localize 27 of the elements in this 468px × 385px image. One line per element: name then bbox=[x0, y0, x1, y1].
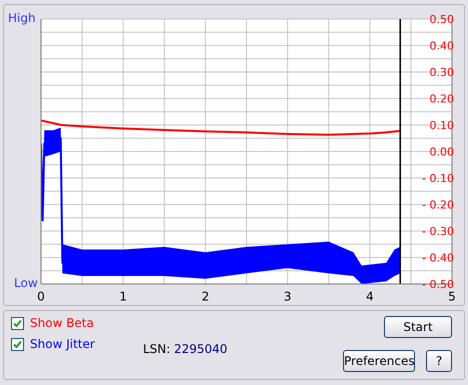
y-tick-label: 0.30 bbox=[430, 66, 454, 79]
y-tick-label: - 0.10 bbox=[422, 172, 454, 185]
y-tick-label: - 0.30 bbox=[422, 225, 454, 238]
y-tick-label: 0.20 bbox=[430, 92, 454, 106]
x-tick-label: 0 bbox=[37, 290, 45, 304]
x-tick-label: 4 bbox=[366, 290, 374, 304]
text: Low bbox=[14, 276, 38, 290]
y-tick-label: - 0.20 bbox=[422, 198, 454, 212]
text: Start bbox=[384, 316, 452, 338]
y-tick-label: 0.00 bbox=[430, 146, 454, 158]
text: Show Beta bbox=[30, 316, 94, 330]
y-tick-label: 0.40 bbox=[430, 40, 454, 52]
y-tick-label: - 0.40 bbox=[422, 252, 454, 264]
x-tick-label: 5 bbox=[448, 290, 456, 304]
text: 2295040 bbox=[174, 342, 228, 356]
text: LSN: bbox=[143, 342, 170, 356]
y-tick-label: 0.10 bbox=[430, 119, 454, 132]
line-series bbox=[41, 119, 402, 136]
text: Preferences bbox=[343, 350, 415, 372]
y-tick-label: - 0.50 bbox=[422, 278, 454, 291]
y-tick-label: 0.50 bbox=[430, 13, 454, 26]
x-tick-label: 3 bbox=[284, 290, 292, 304]
x-tick-label: 2 bbox=[202, 290, 210, 304]
x-tick-label: 1 bbox=[119, 290, 128, 304]
text: Show Jitter bbox=[30, 337, 95, 351]
text: High bbox=[8, 11, 36, 25]
text: ? bbox=[426, 350, 452, 372]
